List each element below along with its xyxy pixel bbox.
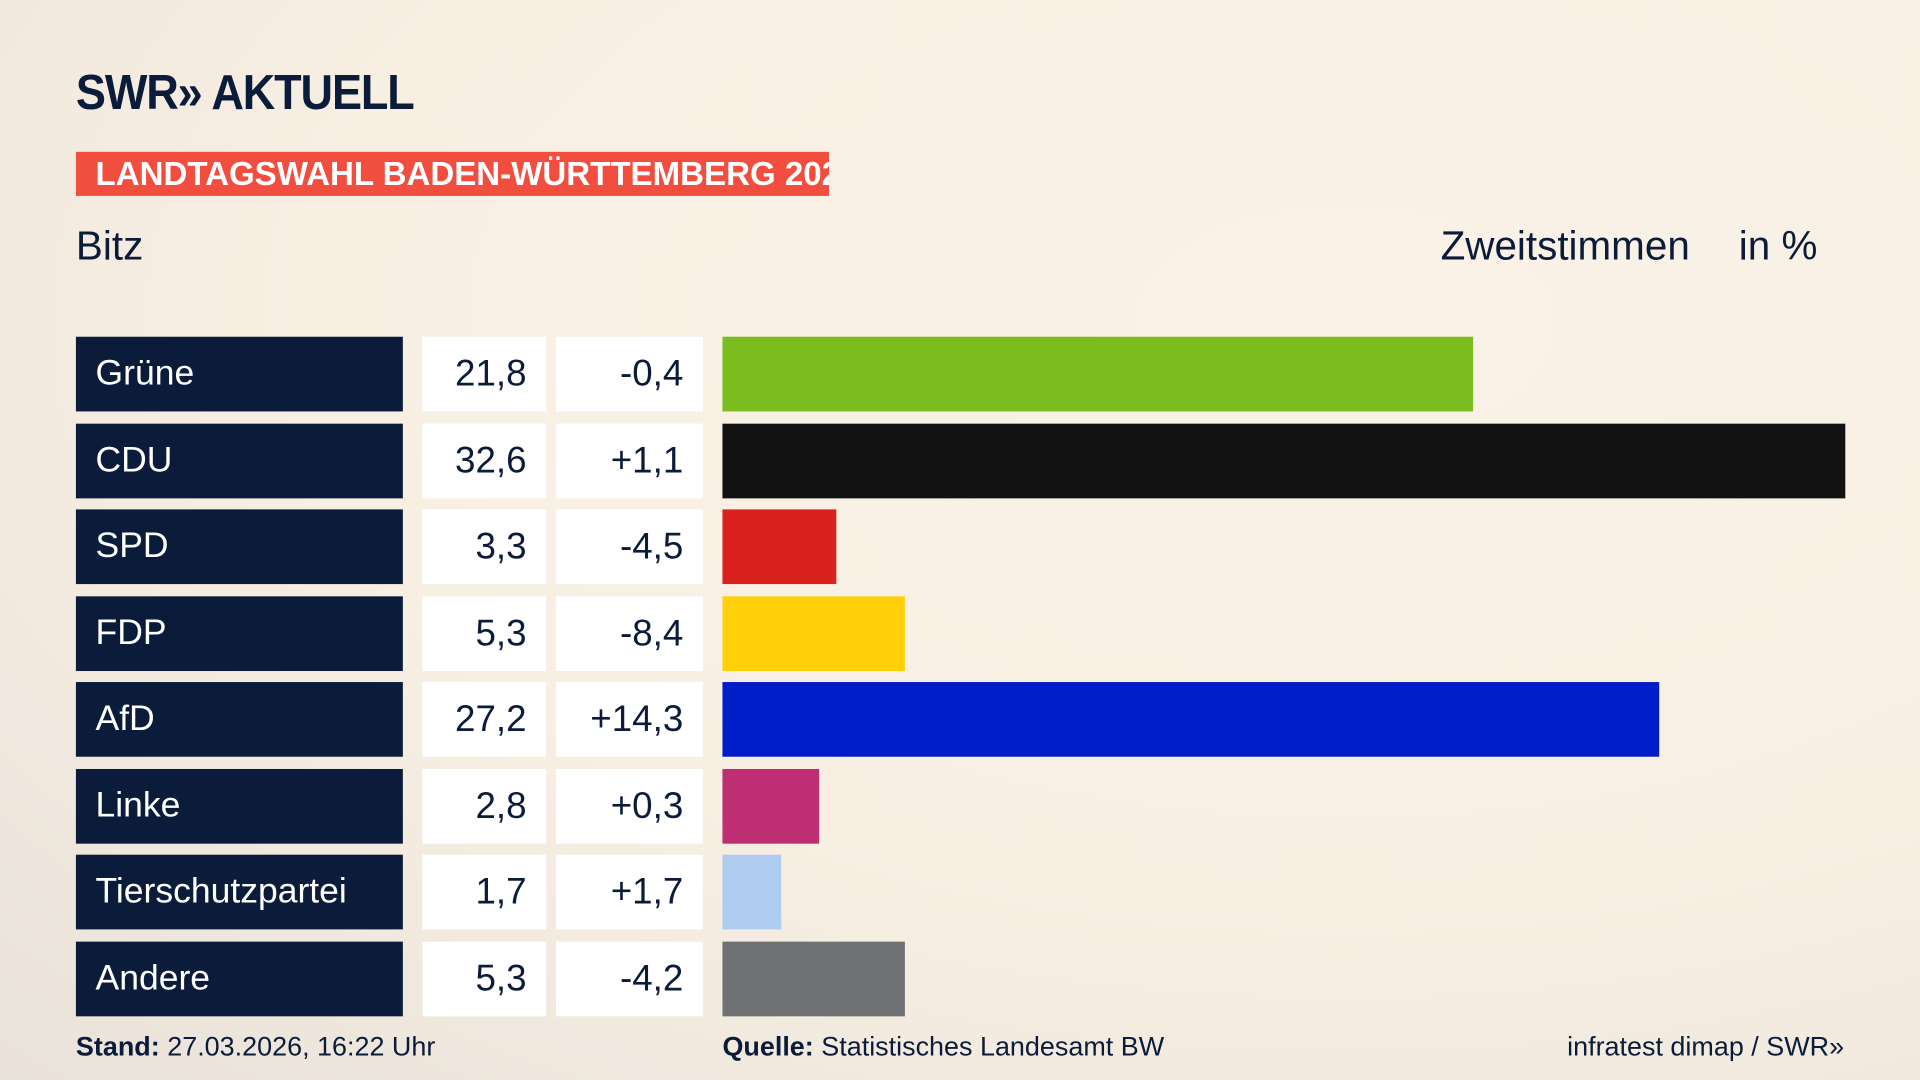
party-value: 5,3	[422, 941, 547, 1016]
source: Quelle: Statistisches Landesamt BW	[722, 1031, 1164, 1063]
party-name: CDU	[75, 423, 403, 498]
party-bar	[722, 423, 1846, 498]
timestamp: Stand: 27.03.2026, 16:22 Uhr	[76, 1031, 435, 1063]
stand-label: Stand:	[75, 1031, 160, 1062]
credit: infratest dimap / SWR»	[1567, 1031, 1845, 1062]
party-name: AfD	[75, 682, 403, 757]
party-name: Grüne	[75, 336, 403, 412]
party-bar	[722, 336, 1474, 412]
party-value: 27,2	[422, 682, 547, 757]
place-title: Bitz	[75, 222, 144, 269]
party-name: FDP	[75, 595, 403, 671]
party-name: Andere	[75, 941, 403, 1016]
vote-type-label: Zweitstimmen	[1440, 222, 1690, 269]
party-bar	[722, 854, 781, 930]
swr-aktuell-logo: SWR» AKTUELL	[75, 66, 415, 121]
source-label: Quelle:	[722, 1031, 814, 1062]
party-diff: -4,5	[555, 509, 703, 585]
party-diff: +1,1	[555, 423, 703, 498]
unit-label: in %	[1738, 222, 1818, 269]
party-diff: -8,4	[555, 595, 703, 671]
party-value: 3,3	[422, 509, 547, 585]
party-bar	[722, 941, 905, 1016]
party-bar	[722, 682, 1660, 757]
party-name: Linke	[75, 768, 403, 844]
party-value: 2,8	[422, 768, 547, 844]
party-value: 21,8	[422, 336, 547, 412]
election-banner: LANDTAGSWAHL BADEN-WÜRTTEMBERG 2026	[75, 151, 829, 196]
party-value: 1,7	[422, 854, 547, 930]
party-diff: -0,4	[555, 336, 703, 412]
party-value: 5,3	[422, 595, 547, 671]
party-name: Tierschutzpartei	[75, 854, 403, 930]
party-diff: +0,3	[555, 768, 703, 844]
stand-value: 27.03.2026, 16:22 Uhr	[167, 1031, 436, 1062]
party-bar	[722, 768, 819, 844]
party-value: 32,6	[422, 423, 547, 498]
party-bar	[722, 509, 837, 585]
source-value: Statistisches Landesamt BW	[821, 1031, 1165, 1062]
party-diff: +14,3	[555, 682, 703, 757]
party-diff: +1,7	[555, 854, 703, 930]
party-bar	[722, 595, 905, 671]
party-name: SPD	[75, 509, 403, 585]
party-diff: -4,2	[555, 941, 703, 1016]
